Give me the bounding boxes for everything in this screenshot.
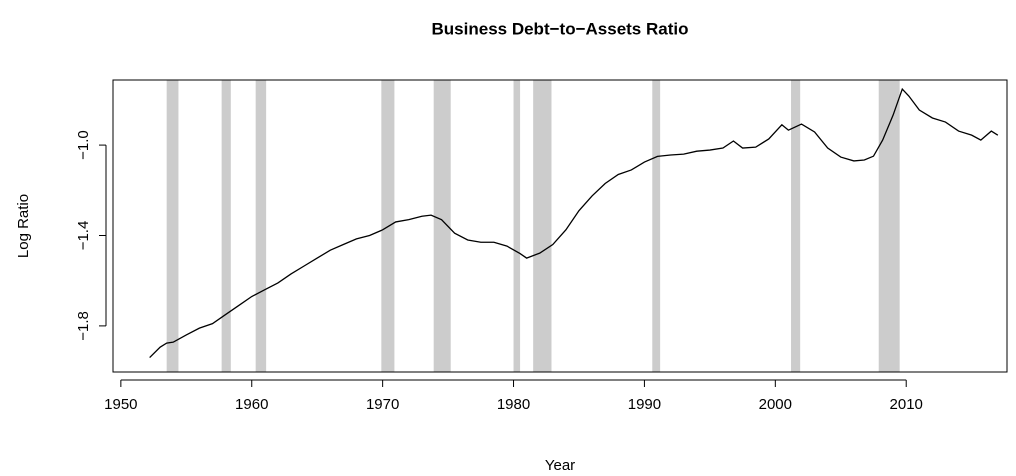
plot-box	[112, 79, 1008, 373]
recession-band	[221, 80, 231, 372]
x-tick-label: 1950	[104, 396, 137, 413]
recession-band	[533, 80, 552, 372]
recession-band	[878, 80, 900, 372]
recession-band	[652, 80, 661, 372]
x-axis-label: Year	[545, 457, 575, 474]
y-tick-label: −1.4	[75, 221, 92, 251]
y-tick-label: −1.0	[75, 130, 92, 160]
recession-band	[791, 80, 801, 372]
y-axis-label: Log Ratio	[15, 194, 32, 258]
data-line	[149, 87, 999, 358]
x-tick-label: 1960	[235, 396, 268, 413]
x-tick-label: 2000	[759, 396, 792, 413]
recession-band	[513, 80, 521, 372]
x-tick-label: 1970	[366, 396, 399, 413]
recession-band	[166, 80, 179, 372]
chart-title: Business Debt−to−Assets Ratio	[432, 19, 689, 38]
x-tick-label: 1980	[497, 396, 530, 413]
recession-band	[255, 80, 267, 372]
x-tick-label: 1990	[628, 396, 661, 413]
y-tick-label: −1.8	[75, 311, 92, 341]
recession-band	[433, 80, 451, 372]
x-tick-label: 2010	[890, 396, 923, 413]
